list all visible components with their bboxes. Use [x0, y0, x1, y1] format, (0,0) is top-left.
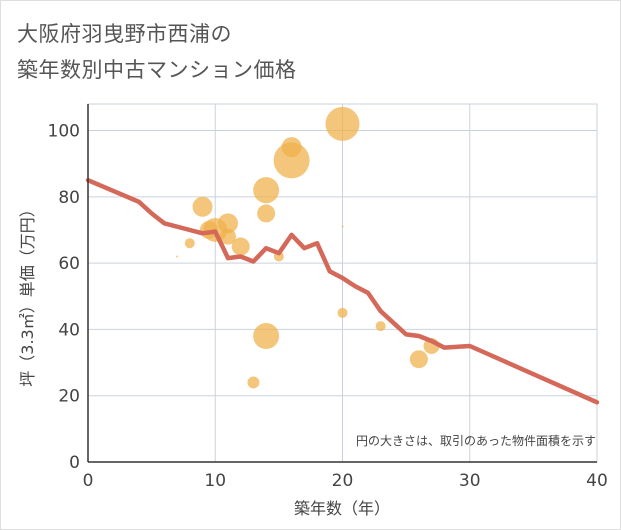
bubble-point — [273, 142, 310, 179]
bubble-point — [184, 238, 195, 249]
y-tick-labels: 0 20 40 60 80 100 — [48, 122, 80, 473]
x-tick-labels: 0 10 20 30 40 — [83, 471, 608, 491]
x-tick-label: 10 — [204, 471, 226, 491]
bubble-point — [337, 307, 348, 318]
x-tick-label: 30 — [459, 471, 481, 491]
bubble-point — [253, 323, 280, 350]
chart-title-line-1: 大阪府羽曳野市西浦の — [17, 22, 232, 46]
x-tick-label: 0 — [83, 471, 94, 491]
bubble-point — [217, 213, 238, 234]
bubble-point — [257, 204, 276, 223]
chart-note: 円の大きさは、取引のあった物件面積を示す — [356, 433, 596, 448]
bubble-point — [325, 106, 360, 141]
bubble-point — [341, 225, 344, 228]
bubble-point — [219, 228, 236, 245]
y-tick-label: 20 — [58, 387, 80, 407]
y-tick-label: 0 — [69, 453, 80, 473]
y-axis-title: 坪（3.3㎡）単価（万円） — [18, 201, 37, 386]
bubble-point — [375, 321, 386, 332]
trend-line-series — [85, 177, 600, 405]
chart-title-line-2: 築年数別中古マンション価格 — [17, 58, 297, 82]
bubble-point — [176, 255, 179, 258]
grid-lines — [87, 103, 598, 463]
trend-line — [85, 177, 600, 405]
x-tick-label: 40 — [586, 471, 608, 491]
y-tick-label: 40 — [58, 320, 80, 340]
bubble-point — [253, 177, 280, 204]
y-tick-label: 80 — [58, 188, 80, 208]
bubble-point — [247, 376, 260, 389]
axes — [87, 104, 597, 463]
x-tick-label: 20 — [332, 471, 354, 491]
y-tick-label: 100 — [48, 122, 80, 142]
bubble-point — [231, 237, 250, 256]
bubble-point — [409, 350, 428, 369]
bubble-point — [192, 196, 213, 217]
y-tick-label: 60 — [58, 254, 80, 274]
x-axis-title: 築年数（年） — [294, 499, 390, 518]
